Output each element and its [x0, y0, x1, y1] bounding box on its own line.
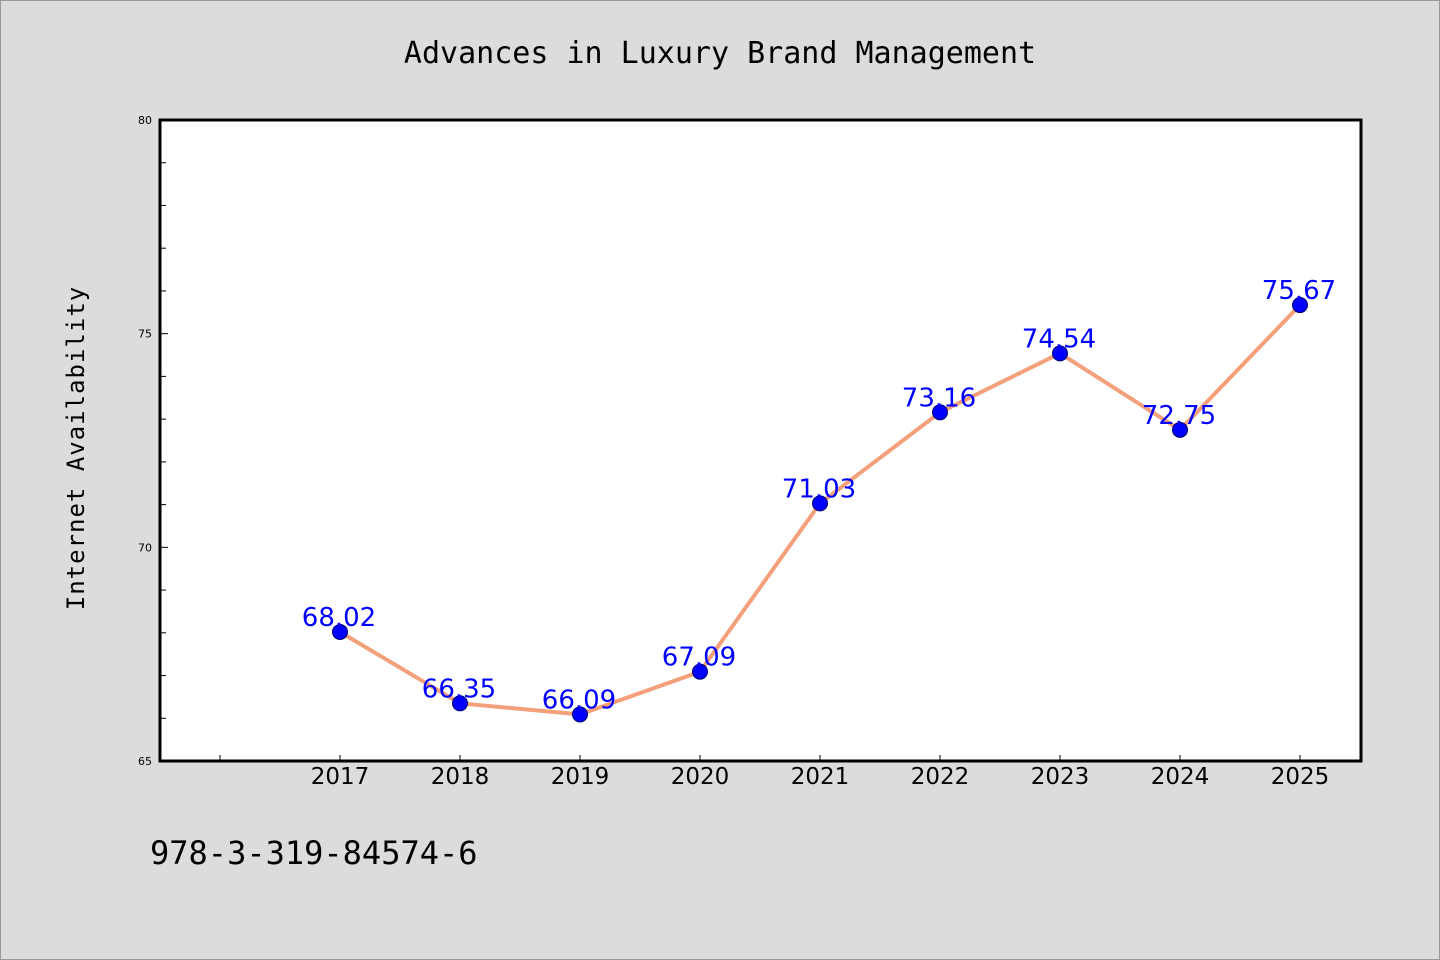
data-point [812, 495, 828, 512]
data-label: 74.54 [1022, 324, 1096, 354]
data-point [1292, 297, 1308, 314]
data-point [452, 695, 468, 712]
data-point [1172, 421, 1188, 438]
data-point [932, 404, 948, 421]
y-tick-label: 75 [138, 328, 152, 341]
x-tick-label: 2018 [431, 764, 490, 790]
series-layer: 68.02 66.35 66.09 67.09 71.03 73.16 74.54 72.75… [302, 276, 1336, 723]
x-tick-label: 2019 [551, 764, 610, 790]
y-axis-label: Internet Availability [62, 286, 90, 610]
x-tick-label: 2021 [791, 764, 850, 790]
data-point [692, 663, 708, 680]
data-label: 68.02 [302, 603, 376, 633]
data-label: 73.16 [902, 383, 976, 413]
plot-area [158, 118, 1363, 763]
data-label: 75.67 [1262, 276, 1336, 306]
x-tick-label: 2024 [1151, 764, 1210, 790]
x-tick-label: 2025 [1271, 764, 1330, 790]
chart-title: Advances in Luxury Brand Management [404, 36, 1036, 71]
data-label: 66.09 [542, 685, 616, 715]
x-tick-label: 2022 [911, 764, 970, 790]
x-tick-label: 2023 [1031, 764, 1090, 790]
data-label: 72.75 [1142, 401, 1216, 431]
footnote-isbn: 978-3-319-84574-6 [150, 834, 478, 872]
data-point [332, 623, 348, 640]
y-tick-label: 80 [138, 114, 152, 127]
data-point [572, 706, 588, 723]
data-label: 71.03 [782, 474, 856, 504]
data-point [1052, 345, 1068, 362]
data-label: 66.35 [422, 674, 496, 704]
y-tick-label: 70 [138, 541, 152, 554]
x-tick-label: 2017 [311, 764, 370, 790]
x-tick-label: 2020 [671, 764, 730, 790]
data-label: 67.09 [662, 643, 736, 673]
y-tick-label: 65 [138, 755, 152, 768]
axis-ticks: 65 70 75 80 2017 2018 2019 2020 2021 2022 2023 2024… [138, 114, 1329, 790]
